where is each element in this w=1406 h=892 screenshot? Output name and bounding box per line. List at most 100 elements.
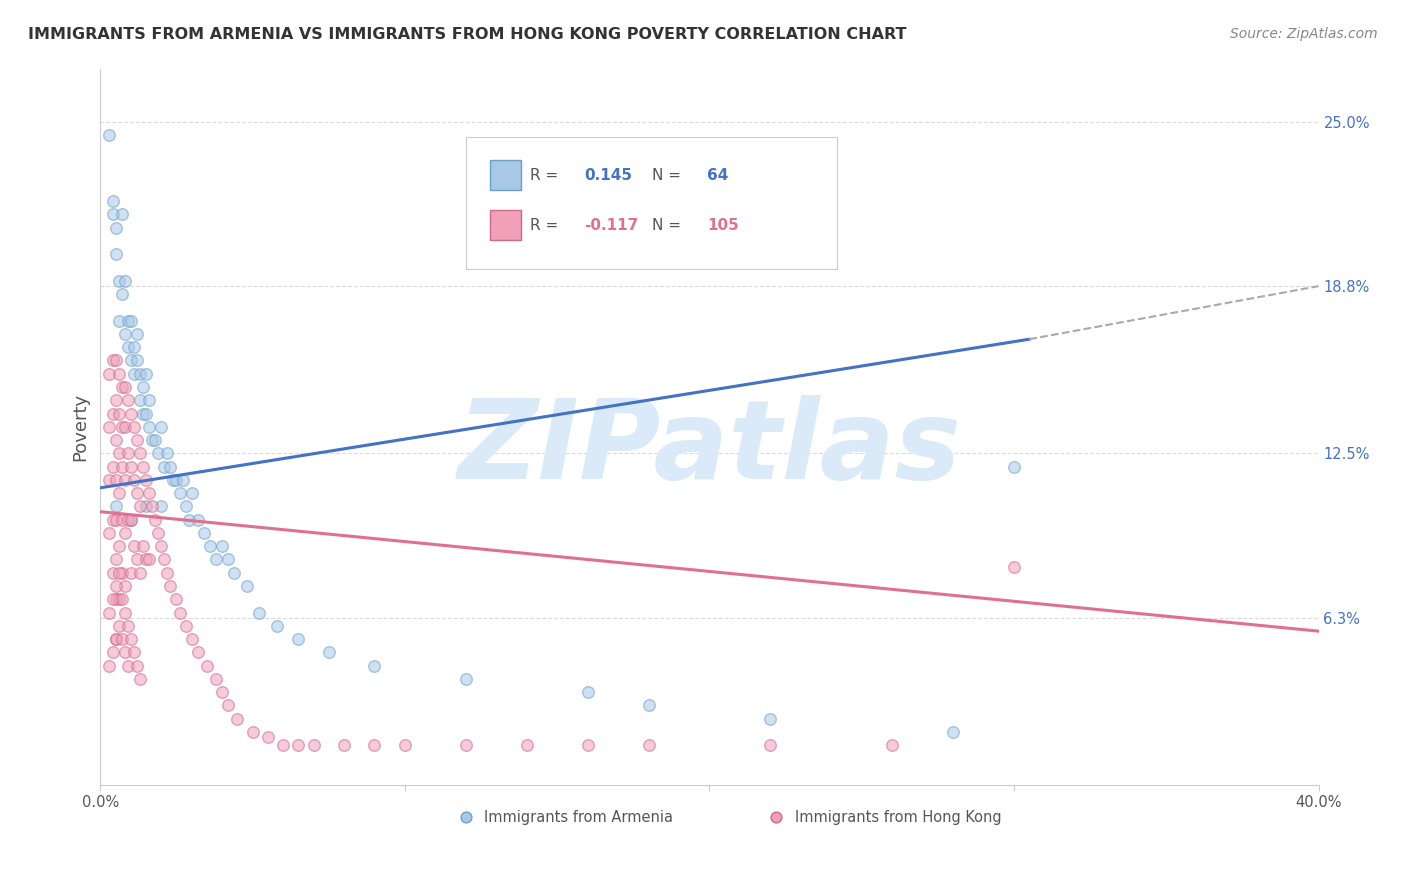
Point [153,459,176,474]
Point [138,552,160,566]
Point [169,606,191,620]
Point [114,525,136,540]
Point [104,247,127,261]
Point [98,606,121,620]
Point [107,367,129,381]
Point [117,658,139,673]
Point [148,525,170,540]
Point [117,446,139,460]
Point [125,486,148,500]
Point [138,486,160,500]
Point [141,500,163,514]
Point [394,738,416,752]
Point [98,525,121,540]
Point [1002,560,1025,574]
Point [114,419,136,434]
Point [104,473,127,487]
Point [135,367,157,381]
Text: IMMIGRANTS FROM ARMENIA VS IMMIGRANTS FROM HONG KONG POVERTY CORRELATION CHART: IMMIGRANTS FROM ARMENIA VS IMMIGRANTS FR… [28,27,907,42]
Point [122,645,145,659]
Text: Immigrants from Armenia: Immigrants from Armenia [484,810,673,825]
Point [111,632,134,646]
FancyBboxPatch shape [491,161,520,190]
Point [107,407,129,421]
Point [129,446,152,460]
Point [942,725,965,739]
Point [166,592,188,607]
Point [205,552,228,566]
Point [187,645,209,659]
Point [333,738,356,752]
Point [111,419,134,434]
Point [111,513,134,527]
Point [217,698,239,713]
Point [516,738,538,752]
Point [101,459,124,474]
Point [148,446,170,460]
Point [318,645,340,659]
Text: N =: N = [652,168,686,183]
Point [104,579,127,593]
Point [302,738,325,752]
Point [169,486,191,500]
Point [132,380,155,394]
Point [217,552,239,566]
Text: Source: ZipAtlas.com: Source: ZipAtlas.com [1230,27,1378,41]
Point [104,632,127,646]
Point [111,207,134,221]
Point [101,566,124,580]
Text: 0.145: 0.145 [583,168,631,183]
Point [138,419,160,434]
Point [198,539,221,553]
Point [120,513,142,527]
Point [98,367,121,381]
Text: 64: 64 [707,168,728,183]
Point [104,632,127,646]
Point [224,566,246,580]
Point [156,446,179,460]
Point [101,513,124,527]
Point [187,513,209,527]
Point [177,513,200,527]
Point [172,473,194,487]
Point [98,473,121,487]
Point [454,738,477,752]
Point [114,645,136,659]
Point [129,393,152,408]
Point [107,486,129,500]
Point [135,500,157,514]
Point [111,459,134,474]
Point [759,738,782,752]
Point [101,353,124,368]
Point [166,473,188,487]
Point [135,407,157,421]
Point [132,539,155,553]
Point [120,313,142,327]
Point [150,419,173,434]
Point [114,473,136,487]
Point [363,658,385,673]
Point [156,566,179,580]
Point [120,407,142,421]
Point [104,513,127,527]
Point [242,725,264,739]
Point [159,579,181,593]
Point [117,340,139,354]
Point [226,712,249,726]
Point [132,459,155,474]
Text: N =: N = [652,218,686,233]
Text: 105: 105 [707,218,738,233]
Point [117,393,139,408]
Point [363,738,385,752]
Point [129,566,152,580]
Point [125,433,148,447]
Point [120,459,142,474]
Point [107,446,129,460]
Point [125,658,148,673]
Point [98,128,121,142]
Point [153,552,176,566]
Point [107,566,129,580]
Point [107,619,129,633]
Point [150,500,173,514]
Point [637,698,659,713]
